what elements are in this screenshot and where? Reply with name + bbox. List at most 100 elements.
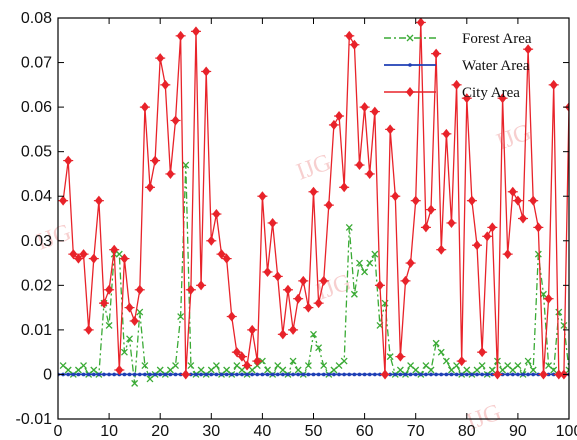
water-point: [235, 372, 239, 377]
city-point: [196, 280, 207, 291]
city-point: [93, 195, 104, 206]
water-point: [459, 372, 464, 377]
forest-point: [453, 362, 461, 369]
water-point: [194, 372, 198, 377]
city-point: [308, 186, 319, 197]
city-point: [211, 209, 222, 220]
city-point: [78, 249, 89, 260]
forest-point: [550, 366, 558, 374]
city-point: [528, 195, 539, 206]
water-point: [168, 372, 173, 377]
water-point: [327, 372, 331, 377]
city-point: [180, 369, 191, 380]
city-point: [236, 351, 247, 362]
forest-point: [345, 223, 353, 231]
city-point: [477, 347, 488, 358]
city-point: [267, 217, 278, 228]
water-point: [122, 372, 127, 377]
city-point: [129, 315, 140, 326]
city-point: [206, 235, 217, 246]
city-point: [252, 356, 263, 367]
water-point: [107, 372, 111, 377]
water-point: [112, 372, 117, 377]
city-point: [548, 79, 559, 90]
water-point: [260, 372, 265, 377]
y-tick-label: 0.08: [21, 10, 52, 27]
city-point: [170, 115, 181, 126]
city-point: [349, 39, 360, 50]
forest-point: [427, 366, 435, 374]
forest-point: [177, 313, 185, 320]
city-point: [507, 186, 518, 197]
water-point: [362, 372, 367, 377]
water-point: [281, 372, 285, 377]
water-point: [255, 372, 260, 377]
y-tick-label: 0.01: [21, 322, 52, 339]
city-point: [380, 369, 391, 380]
forest-point: [105, 321, 113, 329]
water-point: [531, 372, 536, 377]
x-tick-label: 70: [407, 423, 425, 440]
forest-point: [361, 268, 369, 276]
water-point: [204, 372, 208, 377]
x-tick-label: 20: [151, 423, 169, 440]
x-tick-label: 30: [202, 423, 220, 440]
forest-point: [120, 348, 128, 356]
water-point: [352, 372, 357, 377]
water-point: [470, 372, 474, 377]
city-point: [150, 155, 161, 166]
city-point: [139, 102, 150, 113]
forest-point: [560, 321, 568, 329]
water-point: [173, 372, 178, 377]
water-point: [214, 372, 219, 377]
forest-point: [534, 250, 542, 258]
forest-point: [437, 348, 445, 356]
water-point: [465, 372, 469, 377]
forest-point: [524, 357, 532, 365]
legend-item: Water Area: [384, 58, 530, 74]
water-point: [301, 372, 306, 377]
forest-point: [350, 290, 358, 298]
water-point: [546, 372, 551, 377]
water-point: [480, 372, 484, 377]
water-point: [143, 372, 147, 377]
forest-point: [371, 250, 379, 258]
forest-point: [406, 34, 414, 42]
forest-point: [432, 339, 440, 347]
forest-point: [555, 308, 563, 316]
water-point: [76, 372, 81, 377]
legend: Forest Area Water Area City Area: [384, 31, 532, 101]
city-point: [431, 48, 442, 59]
forest-point: [115, 250, 123, 258]
x-tick-label: 100: [556, 423, 577, 440]
city-point: [523, 44, 534, 55]
city-point: [104, 284, 115, 295]
water-point: [296, 372, 300, 377]
city-point: [395, 351, 406, 362]
water-point: [199, 372, 203, 377]
legend-label: Water Area: [462, 58, 530, 74]
forest-point: [80, 362, 88, 369]
series-line: [62, 164, 569, 385]
city-point: [466, 195, 477, 206]
forest-point: [340, 357, 348, 365]
city-point: [492, 369, 503, 380]
city-point: [385, 124, 396, 135]
city-point: [165, 168, 176, 179]
forest-point: [514, 362, 522, 369]
forest-point: [258, 357, 266, 365]
city-point: [68, 249, 79, 260]
water-point: [521, 372, 525, 377]
legend-item: Forest Area: [384, 31, 532, 47]
series-line: [62, 21, 569, 376]
forest-point: [289, 357, 297, 365]
city-point: [58, 195, 69, 206]
water-point: [449, 372, 454, 377]
city-point: [160, 79, 171, 90]
city-point: [533, 222, 544, 233]
water-point: [71, 372, 76, 377]
water-point: [444, 372, 449, 377]
water-point: [373, 372, 377, 377]
water-point: [102, 372, 106, 377]
water-point: [485, 372, 490, 377]
